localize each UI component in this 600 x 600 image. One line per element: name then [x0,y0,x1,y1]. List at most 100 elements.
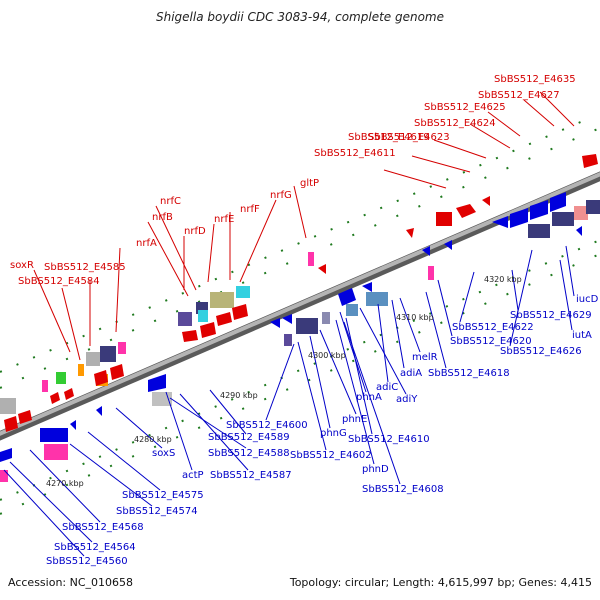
gene-block [346,304,358,316]
reverse-gene-label: iucD [576,294,599,305]
forward-gene-label: nrfA [136,238,157,249]
forward-gene-leader-line [293,185,307,239]
gene-arrow [422,246,430,256]
reverse-gene-leader-line [437,279,453,337]
reverse-gene-label: SbBS512_E4629 [510,310,592,321]
reverse-gene-leader-line [335,319,375,465]
reverse-gene-leader-line [391,299,405,369]
forward-gene-leader-line [433,139,487,159]
reverse-gene-label: adiY [396,394,418,405]
forward-gene-leader-line [33,269,71,353]
gene-block [44,444,68,460]
gene-block [0,470,8,482]
gene-arrow [530,200,548,220]
map-title: Shigella boydii CDC 3083-94, complete ge… [155,10,445,24]
gene-arrow [232,304,248,320]
forward-gene-label: nrfF [240,204,260,215]
reverse-gene-leader-line [425,291,447,369]
gene-block [322,312,330,324]
reverse-gene-leader-line [459,271,475,323]
reverse-gene-label: SbBS512_E4589 [208,432,290,443]
forward-gene-leader-line [469,123,511,149]
reverse-gene-label: soxS [152,448,175,459]
gene-block [40,428,68,442]
reverse-gene-leader-line [309,335,331,429]
reverse-gene-leader-line [69,443,153,507]
gene-block [42,380,48,392]
gene-block [0,398,16,414]
gene-block [236,286,250,298]
forward-gene-label: SbBS512_E4611 [314,148,396,159]
gene-block [436,212,452,226]
reverse-gene-label: actP [182,470,204,481]
gene-arrow [110,364,124,380]
reverse-gene-label: SbBS512_E4574 [116,506,198,517]
gene-arrow [482,196,490,206]
forward-gene-leader-line [115,247,121,333]
forward-gene-leader-line [207,223,215,283]
gene-arrow [582,154,598,168]
reverse-gene-leader-line [87,431,161,491]
forward-gene-label: SbBS512_E4627 [478,90,560,101]
gene-arrow [444,240,452,250]
reverse-gene-leader-line [209,389,247,435]
reverse-gene-label: melR [412,352,438,363]
reverse-gene-label: SbBS512_E4568 [62,522,144,533]
reverse-gene-label: phnG [320,428,347,439]
gene-block [366,292,388,306]
reverse-gene-leader-line [169,397,247,449]
gene-block [428,266,434,280]
gene-arrow [18,410,32,424]
forward-gene-label: SbBS512_E4585 [44,262,126,273]
reverse-gene-label: adiC [376,382,398,393]
reverse-gene-leader-line [297,341,327,451]
reverse-gene-leader-line [377,303,389,383]
gene-arrow [50,392,60,404]
reverse-gene-label: SbBS512_E4600 [226,420,308,431]
gene-block [574,206,588,220]
gene-arrow [0,448,12,462]
forward-gene-leader-line [239,199,277,283]
gene-block [118,342,126,354]
forward-gene-label: nrfB [152,212,173,223]
reverse-gene-label: SbBS512_E4575 [122,490,204,501]
reverse-gene-label: SbBS512_E4602 [290,450,372,461]
reverse-gene-leader-line [559,259,573,331]
gene-arrow [94,370,108,386]
forward-gene-leader-line [411,155,471,173]
reverse-gene-leader-line [359,307,407,395]
gene-arrow [70,420,76,430]
gene-arrow [492,216,508,228]
forward-gene-leader-line [487,111,521,137]
reverse-gene-leader-line [265,343,295,421]
gene-block [308,252,314,266]
forward-gene-label: nrfE [214,214,234,225]
gene-arrow [550,192,566,212]
forward-gene-label: soxR [10,260,34,271]
forward-gene-leader-line [155,205,197,291]
reverse-gene-label: SbBS512_E4618 [428,368,510,379]
gene-arrow [182,330,198,342]
tick-row-3 [0,239,600,501]
reverse-gene-leader-line [399,297,421,353]
genome-features [0,117,600,515]
gene-arrow [338,288,356,306]
gene-arrow [456,204,476,218]
gene-arrow [362,282,372,292]
scale-label: 4310 kbp [396,313,434,322]
scale-label: 4280 kbp [134,435,172,444]
reverse-gene-label: SbBS512_E4626 [500,346,582,357]
gene-block [198,310,208,322]
reverse-gene-leader-line [343,321,401,485]
reverse-gene-leader-line [179,393,249,471]
reverse-gene-label: SbBS512_E4560 [46,556,128,567]
reverse-gene-label: SbBS512_E4610 [348,434,430,445]
reverse-gene-leader-line [565,245,575,297]
gene-arrow [200,322,216,338]
gene-arrow [270,318,280,328]
reverse-gene-label: adiA [400,368,422,379]
gene-arrow [148,374,166,392]
reverse-gene-label: SbBS512_E4622 [452,322,534,333]
forward-gene-label: nrfG [270,190,292,201]
